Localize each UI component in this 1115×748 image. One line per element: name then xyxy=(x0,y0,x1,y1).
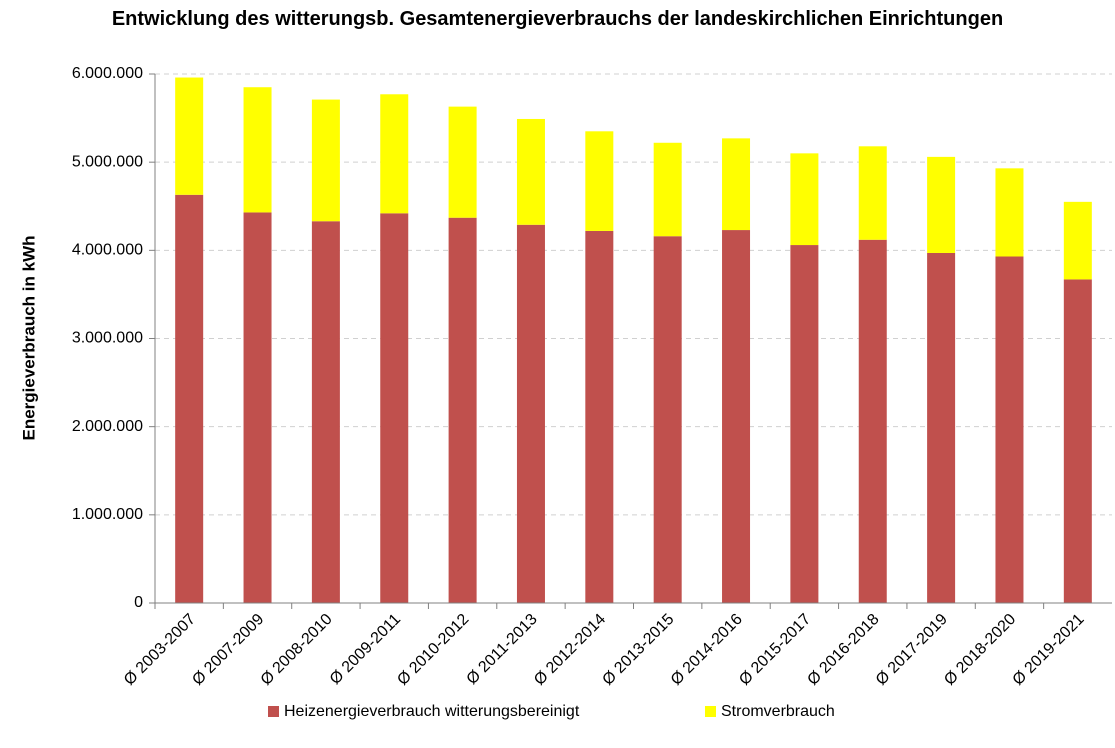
x-tick-label: Ø 2016-2018 xyxy=(804,611,882,689)
legend-label: Heizenergieverbrauch witterungsbereinigt xyxy=(284,703,580,720)
x-tick-label: Ø 2019-2021 xyxy=(1010,611,1088,689)
y-tick-label: 4.000.000 xyxy=(72,242,143,259)
bar-segment xyxy=(653,236,682,603)
bar-segment xyxy=(790,153,819,246)
bar-segment xyxy=(585,131,614,231)
x-tick-label: Ø 2010-2012 xyxy=(394,611,472,689)
bar-segment xyxy=(175,194,204,603)
bar-segment xyxy=(448,106,477,218)
bar-segment xyxy=(722,230,751,603)
y-axis-label: Energieverbrauch in kWh xyxy=(19,236,38,441)
x-tick-label: Ø 2014-2016 xyxy=(668,611,746,689)
bar-segment xyxy=(380,213,409,603)
bar-segment xyxy=(448,217,477,603)
legend-label: Stromverbrauch xyxy=(721,703,835,720)
bar-segment xyxy=(1063,201,1092,280)
bar-segment xyxy=(243,212,272,603)
bar-segment xyxy=(995,256,1024,603)
x-tick-label: Ø 2015-2017 xyxy=(736,611,814,689)
y-tick-label: 6.000.000 xyxy=(72,65,143,82)
x-tick-label: Ø 2008-2010 xyxy=(258,611,336,689)
x-tick-label: Ø 2009-2011 xyxy=(327,611,404,688)
bar-segment xyxy=(175,77,204,195)
bar-segment xyxy=(653,142,682,237)
legend-swatch xyxy=(705,706,716,717)
bar-segment xyxy=(995,168,1024,257)
bar-segment xyxy=(380,94,409,214)
y-tick-label: 1.000.000 xyxy=(72,506,143,523)
x-tick-label: Ø 2011-2013 xyxy=(464,611,541,688)
bar-segment xyxy=(243,87,272,213)
bar-segment xyxy=(1063,279,1092,603)
bar-segment xyxy=(790,245,819,603)
y-tick-label: 3.000.000 xyxy=(72,330,143,347)
x-tick-label: Ø 2012-2014 xyxy=(531,611,609,689)
bar-segment xyxy=(858,146,887,240)
bar-segment xyxy=(516,224,545,603)
y-tick-label: 5.000.000 xyxy=(72,153,143,170)
bar-segment xyxy=(927,252,956,603)
bar-segment xyxy=(516,118,545,225)
bar-segment xyxy=(585,230,614,604)
y-tick-label: 2.000.000 xyxy=(72,418,143,435)
bar-segment xyxy=(311,99,340,222)
bar-segment xyxy=(927,156,956,253)
x-tick-label: Ø 2013-2015 xyxy=(599,611,677,689)
bar-segment xyxy=(858,239,887,603)
x-tick-label: Ø 2018-2020 xyxy=(941,611,1019,689)
legend-swatch xyxy=(268,706,279,717)
chart-title: Entwicklung des witterungsb. Gesamtenerg… xyxy=(111,8,1004,30)
x-tick-label: Ø 2003-2007 xyxy=(121,611,199,689)
x-tick-label: Ø 2007-2009 xyxy=(189,611,267,689)
x-tick-label: Ø 2017-2019 xyxy=(873,611,951,689)
bar-segment xyxy=(311,221,340,603)
y-tick-label: 0 xyxy=(134,594,143,611)
bar-segment xyxy=(722,138,751,231)
